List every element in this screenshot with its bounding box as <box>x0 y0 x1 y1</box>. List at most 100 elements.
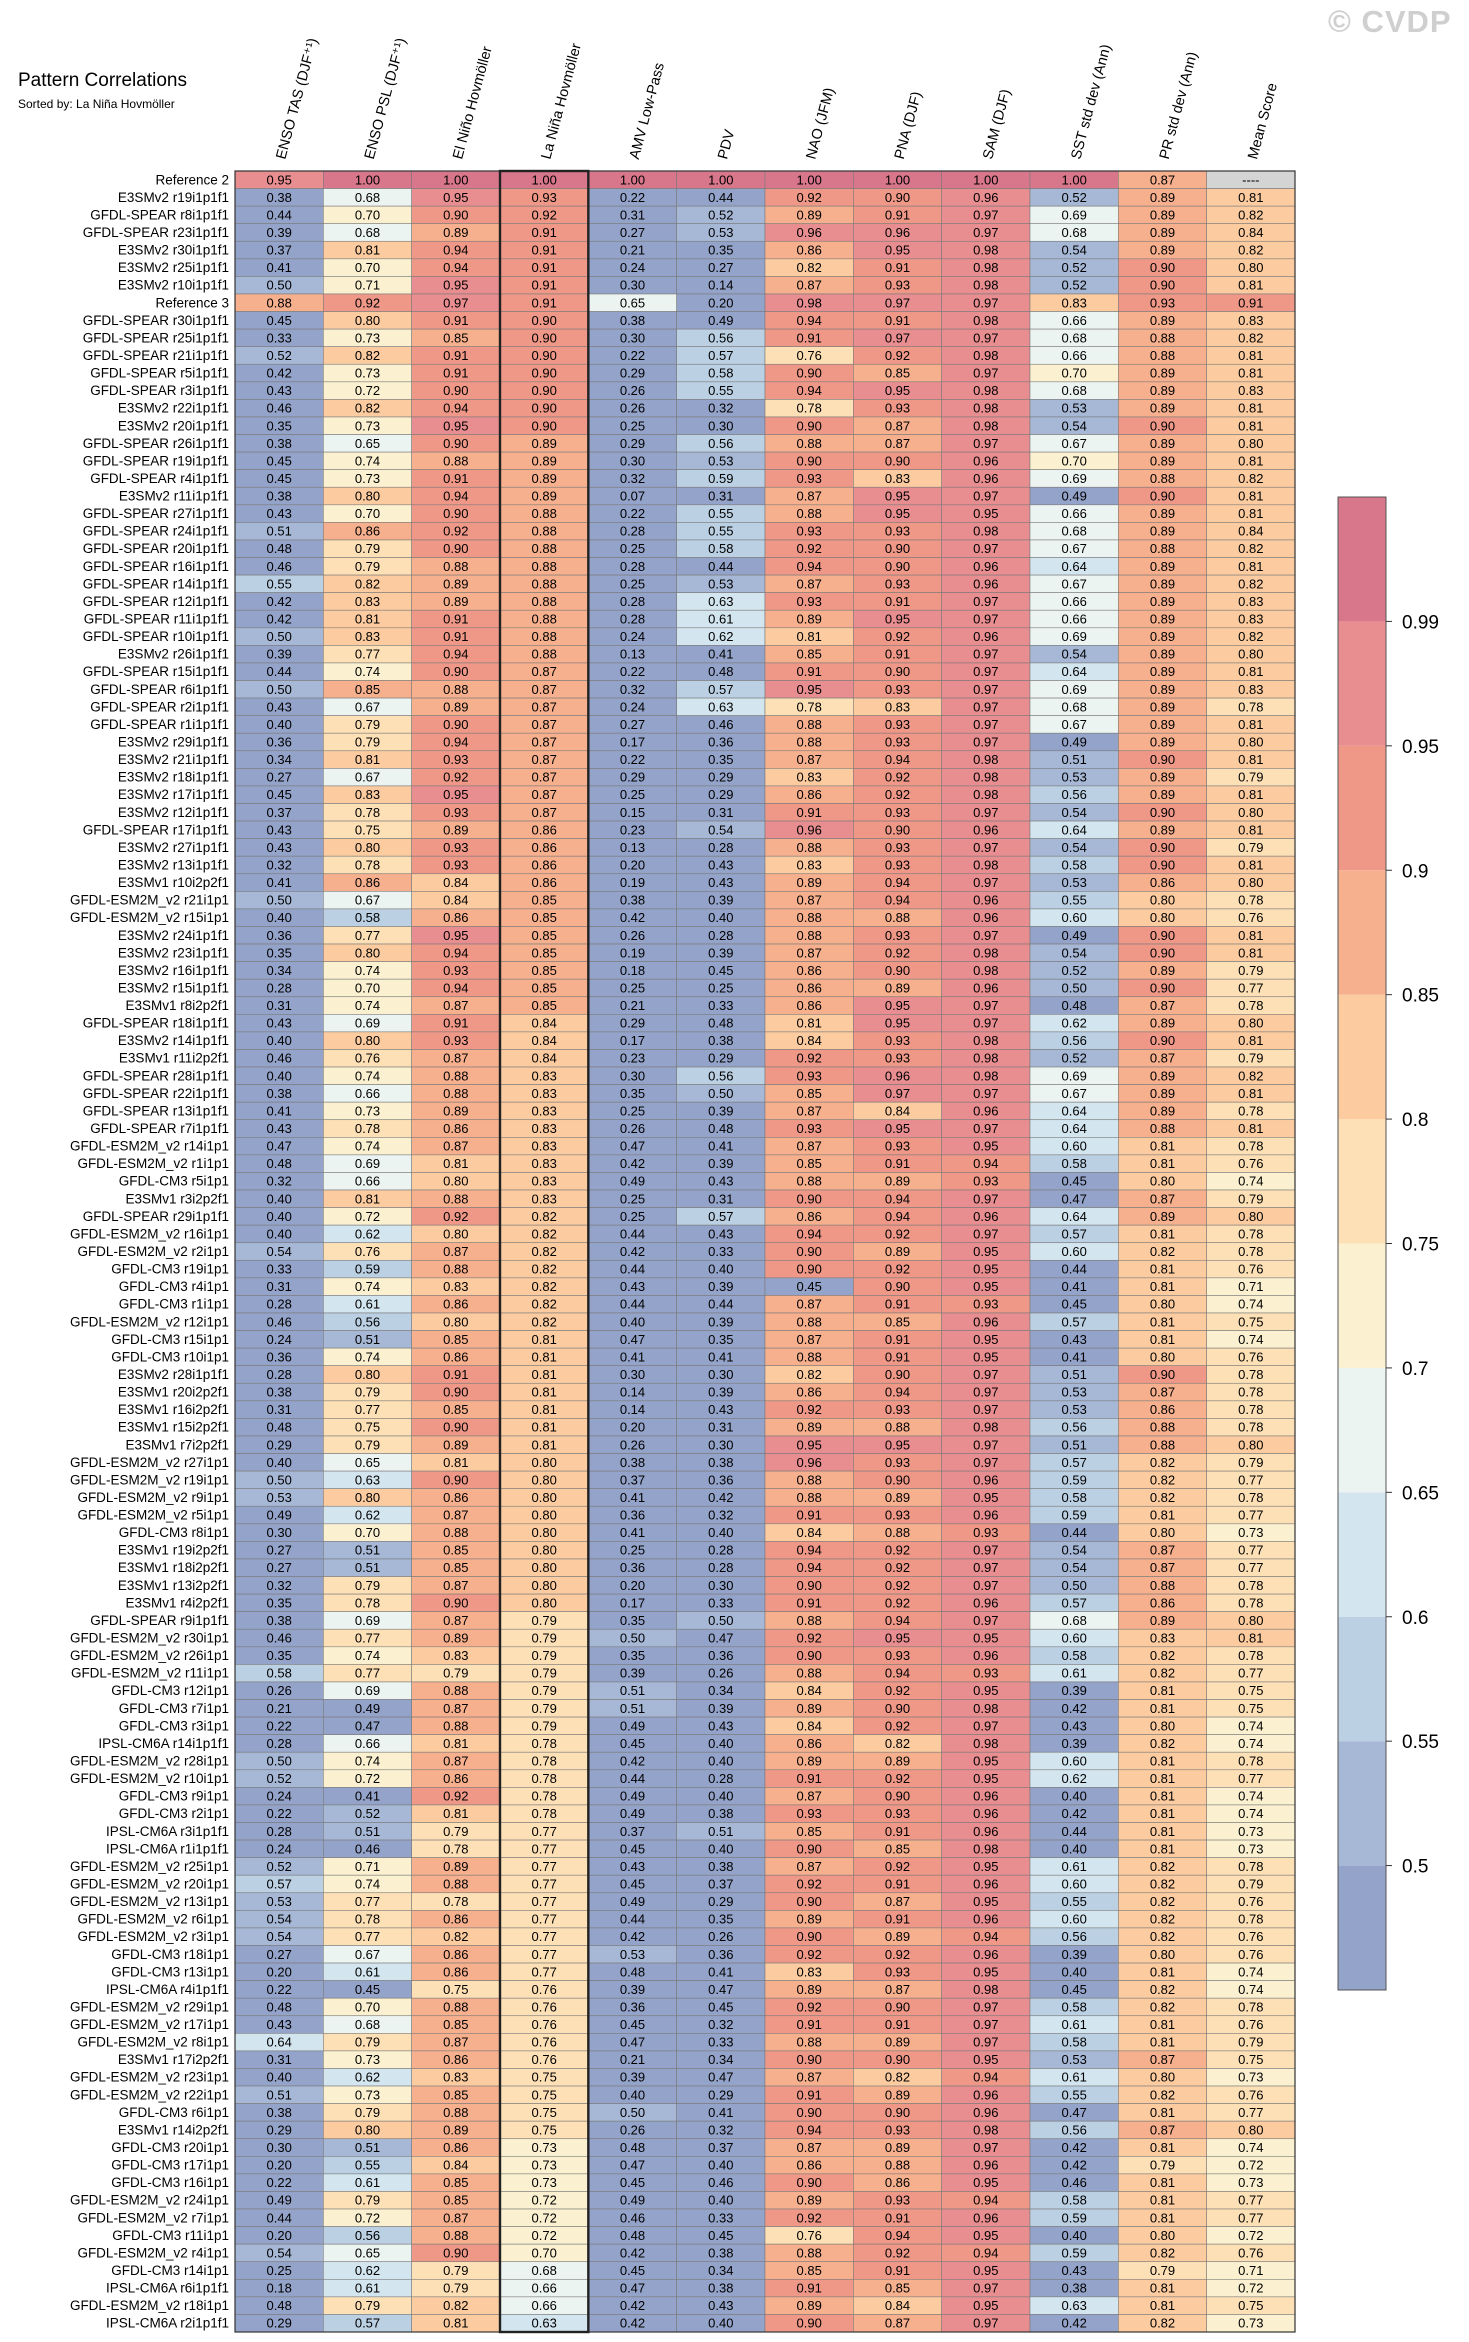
cell-value: 0.80 <box>532 1508 557 1523</box>
row-label: GFDL-ESM2M_v2 r20i1p1 <box>70 1876 229 1891</box>
cell-value: 0.78 <box>1238 1859 1263 1874</box>
cell-value: 0.26 <box>620 1121 645 1136</box>
cell-value: 0.29 <box>708 1894 733 1909</box>
cell-value: 0.60 <box>1062 1631 1087 1646</box>
cell-value: 0.98 <box>973 348 998 363</box>
cell-value: 0.87 <box>885 1982 910 1997</box>
row-label: E3SMv2 r10i1p1f1 <box>118 278 229 293</box>
cell-value: 0.89 <box>1150 594 1175 609</box>
cell-value: 0.23 <box>620 822 645 837</box>
cell-value: 0.27 <box>620 717 645 732</box>
row-label: GFDL-CM3 r1i1p1 <box>119 1297 229 1312</box>
cell-value: 0.92 <box>885 1226 910 1241</box>
cell-value: 0.40 <box>267 717 292 732</box>
cell-value: 0.90 <box>443 1420 468 1435</box>
cell-value: 0.81 <box>532 1385 557 1400</box>
cell-value: 0.47 <box>267 1139 292 1154</box>
cell-value: 0.87 <box>797 945 822 960</box>
cell-value: 0.36 <box>708 1472 733 1487</box>
cell-value: 0.76 <box>532 2017 557 2032</box>
cell-value: 0.67 <box>1062 717 1087 732</box>
cell-value: 0.98 <box>973 260 998 275</box>
cell-value: 0.87 <box>1150 1560 1175 1575</box>
cell-value: 0.40 <box>708 2193 733 2208</box>
cell-value: 0.81 <box>1150 1841 1175 1856</box>
cell-value: 1.00 <box>973 172 998 187</box>
row-label: GFDL-CM3 r11i1p1 <box>112 2228 229 2243</box>
cell-value: 0.89 <box>885 2140 910 2155</box>
cell-value: 0.92 <box>797 1402 822 1417</box>
colorbar-segment <box>1338 1367 1386 1493</box>
cell-value: 0.78 <box>355 805 380 820</box>
cell-value: 0.86 <box>532 840 557 855</box>
cell-value: 0.90 <box>532 366 557 381</box>
row-label: E3SMv2 r26i1p1f1 <box>118 647 229 662</box>
cell-value: 0.74 <box>1238 1789 1263 1804</box>
cell-value: 0.40 <box>267 2070 292 2085</box>
cell-value: 0.89 <box>885 2035 910 2050</box>
cell-value: 0.97 <box>973 664 998 679</box>
cell-value: 0.57 <box>708 682 733 697</box>
cell-value: 0.94 <box>797 383 822 398</box>
cell-value: 0.49 <box>1062 489 1087 504</box>
cell-value: 0.54 <box>1062 418 1087 433</box>
cell-value: 0.80 <box>355 1033 380 1048</box>
cell-value: 0.86 <box>443 2052 468 2067</box>
cell-value: 0.92 <box>885 1683 910 1698</box>
row-label: GFDL-ESM2M_v2 r12i1p1 <box>70 1314 229 1329</box>
cell-value: 0.89 <box>1150 1209 1175 1224</box>
cell-value: 0.37 <box>620 1824 645 1839</box>
cell-value: 0.83 <box>443 1279 468 1294</box>
row-label: E3SMv2 r18i1p1f1 <box>118 770 229 785</box>
cell-value: 0.87 <box>443 1244 468 1259</box>
cell-value: 0.75 <box>355 1420 380 1435</box>
cell-value: 0.92 <box>885 629 910 644</box>
cell-value: 0.73 <box>355 471 380 486</box>
cell-value: 0.83 <box>355 787 380 802</box>
cell-value: 0.47 <box>1062 1191 1087 1206</box>
cell-value: 0.14 <box>620 1385 645 1400</box>
cell-value: 0.85 <box>443 1543 468 1558</box>
cell-value: 0.78 <box>532 1806 557 1821</box>
cell-value: 0.54 <box>267 1929 292 1944</box>
cell-value: 0.89 <box>1150 190 1175 205</box>
cell-value: 0.81 <box>1238 1086 1263 1101</box>
cell-value: 0.79 <box>1238 1191 1263 1206</box>
cell-value: 0.60 <box>1062 1912 1087 1927</box>
cell-value: 0.81 <box>1150 1824 1175 1839</box>
cell-value: 0.78 <box>355 1595 380 1610</box>
cell-value: 0.91 <box>885 1912 910 1927</box>
column-header: ENSO PSL (DJF⁺¹) <box>362 36 410 161</box>
cell-value: 0.85 <box>885 2281 910 2296</box>
cell-value: 0.84 <box>797 1718 822 1733</box>
cell-value: 0.88 <box>532 612 557 627</box>
cell-value: 0.42 <box>620 1156 645 1171</box>
cell-value: 0.97 <box>973 1367 998 1382</box>
cell-value: 0.58 <box>708 366 733 381</box>
cell-value: 1.00 <box>1062 172 1087 187</box>
cell-value: 0.68 <box>1062 699 1087 714</box>
cell-value: 0.48 <box>1062 998 1087 1013</box>
cell-value: 0.73 <box>355 1103 380 1118</box>
cell-value: 0.80 <box>1150 893 1175 908</box>
cell-value: 0.85 <box>532 998 557 1013</box>
cell-value: 0.88 <box>532 524 557 539</box>
cell-value: 0.37 <box>267 805 292 820</box>
cell-value: 0.13 <box>620 840 645 855</box>
cell-value: 0.82 <box>1150 1982 1175 1997</box>
column-header: SST std dev (Ann) <box>1069 43 1115 161</box>
cell-value: 0.90 <box>797 1894 822 1909</box>
cell-value: 0.77 <box>1238 980 1263 995</box>
cell-value: 0.85 <box>532 928 557 943</box>
cell-value: 0.90 <box>532 330 557 345</box>
cell-value: 0.38 <box>267 1613 292 1628</box>
cell-value: 0.57 <box>1062 1314 1087 1329</box>
cell-value: 0.61 <box>355 2175 380 2190</box>
cell-value: 0.88 <box>443 1683 468 1698</box>
cell-value: 0.88 <box>1150 471 1175 486</box>
cell-value: 0.89 <box>1150 1103 1175 1118</box>
cell-value: 0.87 <box>532 787 557 802</box>
cell-value: 0.90 <box>1150 260 1175 275</box>
cell-value: 0.71 <box>1238 2263 1263 2278</box>
cell-value: 0.35 <box>708 1332 733 1347</box>
